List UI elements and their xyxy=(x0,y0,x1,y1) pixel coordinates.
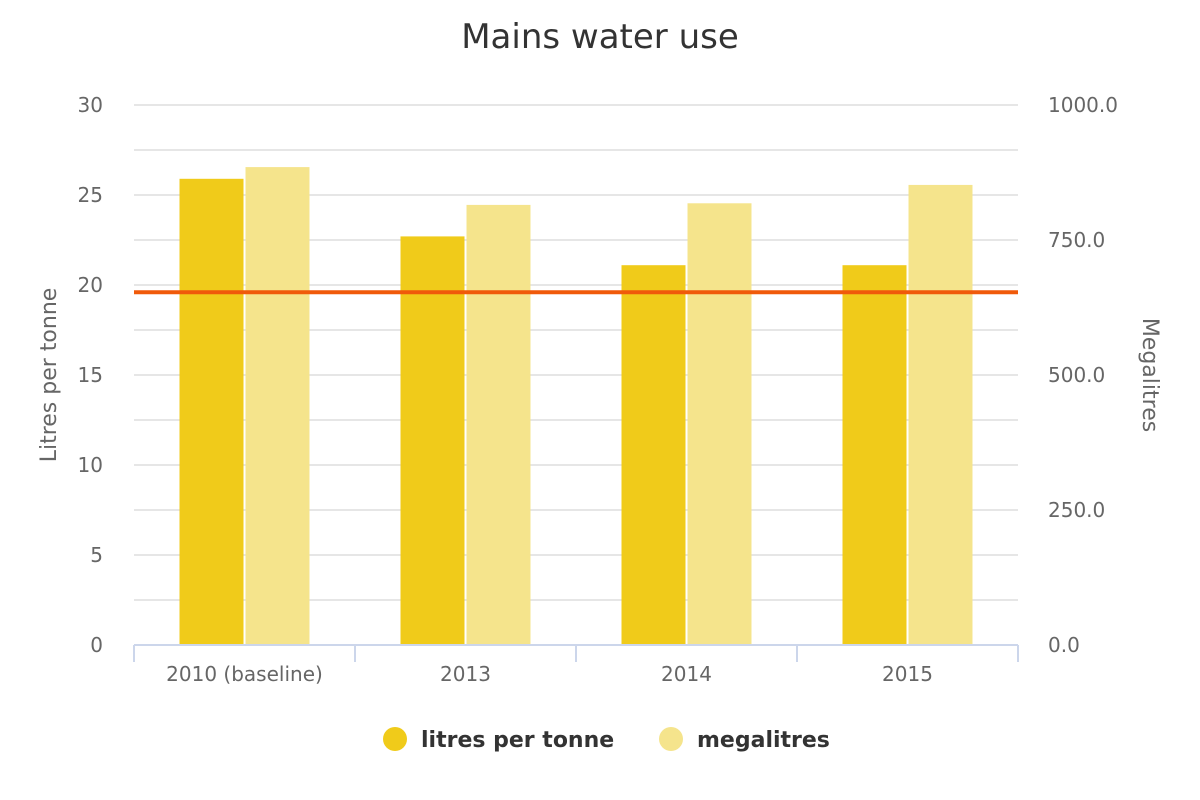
right-tick-label: 750.0 xyxy=(1048,228,1105,252)
chart-title: Mains water use xyxy=(461,17,739,57)
left-axis-ticks: 0 5 10 15 20 25 30 xyxy=(78,93,103,657)
left-axis-title: Litres per tonne xyxy=(37,288,62,463)
left-tick-label: 25 xyxy=(78,183,103,207)
x-axis-ticks: 2010 (baseline) 2013 2014 2015 xyxy=(166,662,933,686)
left-tick-label: 20 xyxy=(78,273,103,297)
bar-megalitres-2 xyxy=(687,203,752,645)
legend-label[interactable]: litres per tonne xyxy=(421,728,614,753)
bar-litres-per-tonne-2 xyxy=(621,265,686,645)
left-tick-label: 30 xyxy=(78,93,103,117)
axes xyxy=(133,644,1019,662)
left-tick-label: 10 xyxy=(78,453,103,477)
right-tick-label: 0.0 xyxy=(1048,633,1080,657)
bar-megalitres-3 xyxy=(908,184,973,646)
bar-litres-per-tonne-1 xyxy=(400,236,465,645)
bar-litres-per-tonne-0 xyxy=(179,178,244,646)
right-axis-ticks: 0.0 250.0 500.0 750.0 1000.0 xyxy=(1048,93,1118,657)
legend-label[interactable]: megalitres xyxy=(697,728,830,753)
right-tick-label: 500.0 xyxy=(1048,363,1105,387)
bar-litres-per-tonne-3 xyxy=(842,265,907,645)
legend-marker[interactable] xyxy=(383,727,407,751)
left-tick-label: 0 xyxy=(90,633,103,657)
bars xyxy=(179,167,973,646)
left-tick-label: 15 xyxy=(78,363,103,387)
bar-megalitres-0 xyxy=(245,167,310,645)
left-tick-label: 5 xyxy=(90,543,103,567)
right-tick-label: 250.0 xyxy=(1048,498,1105,522)
x-tick-label: 2013 xyxy=(440,662,491,686)
x-tick-label: 2014 xyxy=(661,662,712,686)
right-tick-label: 1000.0 xyxy=(1048,93,1118,117)
right-axis-title: Megalitres xyxy=(1137,318,1162,432)
x-tick-label: 2010 (baseline) xyxy=(166,662,323,686)
legend: litres per tonne megalitres xyxy=(383,727,830,753)
x-tick-label: 2015 xyxy=(882,662,933,686)
bar-megalitres-1 xyxy=(466,204,531,645)
legend-marker[interactable] xyxy=(659,727,683,751)
